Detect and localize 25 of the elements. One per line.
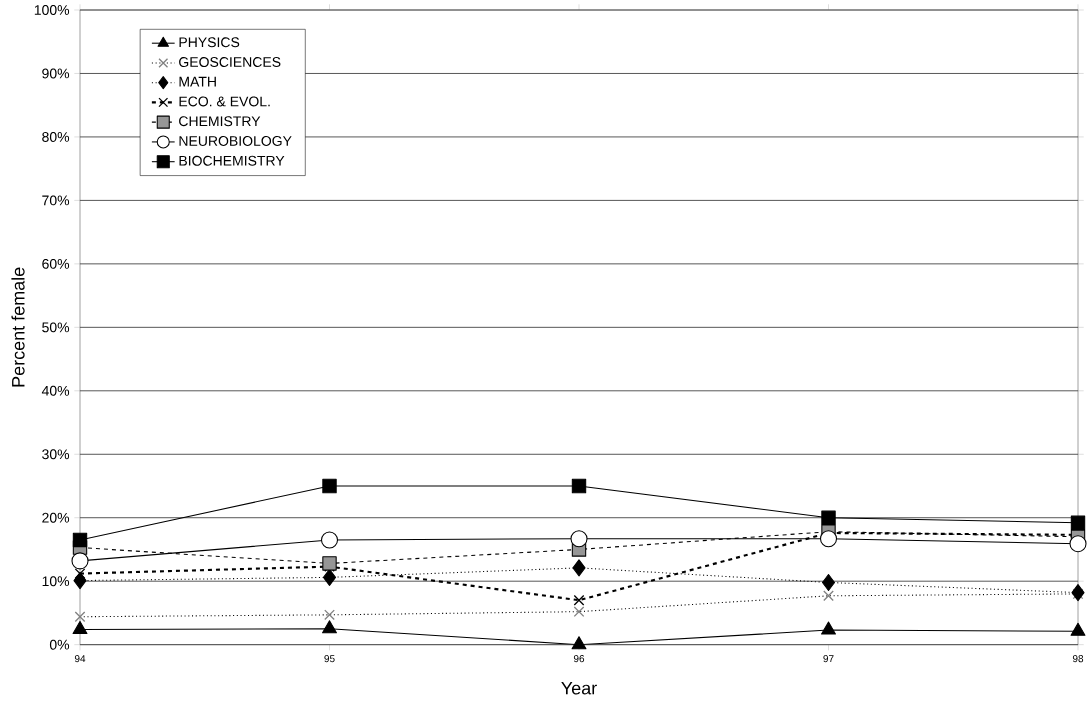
y-tick-label: 20% (42, 512, 70, 523)
y-tick-label: 100% (34, 5, 70, 15)
legend-label: PHYSICS (179, 37, 240, 48)
legend-label: NEUROBIOLOGY (179, 136, 292, 146)
y-tick-label: 50% (42, 322, 70, 333)
legend-label: BIOCHEMISTRY (179, 155, 285, 166)
y-tick-label: 70% (42, 195, 70, 206)
y-tick-label: 40% (41, 385, 70, 396)
x-tick-label: 96 (573, 655, 585, 663)
y-axis-title: Percent female (11, 267, 25, 387)
x-tick-label: 95 (324, 655, 335, 663)
x-tick-label: 98 (1072, 655, 1084, 663)
legend-label: MATH (179, 76, 216, 87)
legend-label: GEOSCIENCES (179, 57, 281, 67)
x-tick-label: 97 (823, 655, 834, 663)
legend-label: ECO. & EVOL. (179, 96, 270, 107)
y-tick-label: 90% (42, 68, 70, 79)
x-axis-title: Year (561, 681, 597, 695)
y-tick-label: 80% (42, 131, 70, 142)
x-tick-label: 94 (74, 655, 86, 663)
y-tick-label: 0% (49, 639, 70, 650)
y-tick-label: 30% (42, 449, 70, 460)
y-tick-label: 60% (42, 258, 70, 269)
legend-label: CHEMISTRY (179, 116, 261, 127)
y-tick-label: 10% (42, 576, 70, 587)
